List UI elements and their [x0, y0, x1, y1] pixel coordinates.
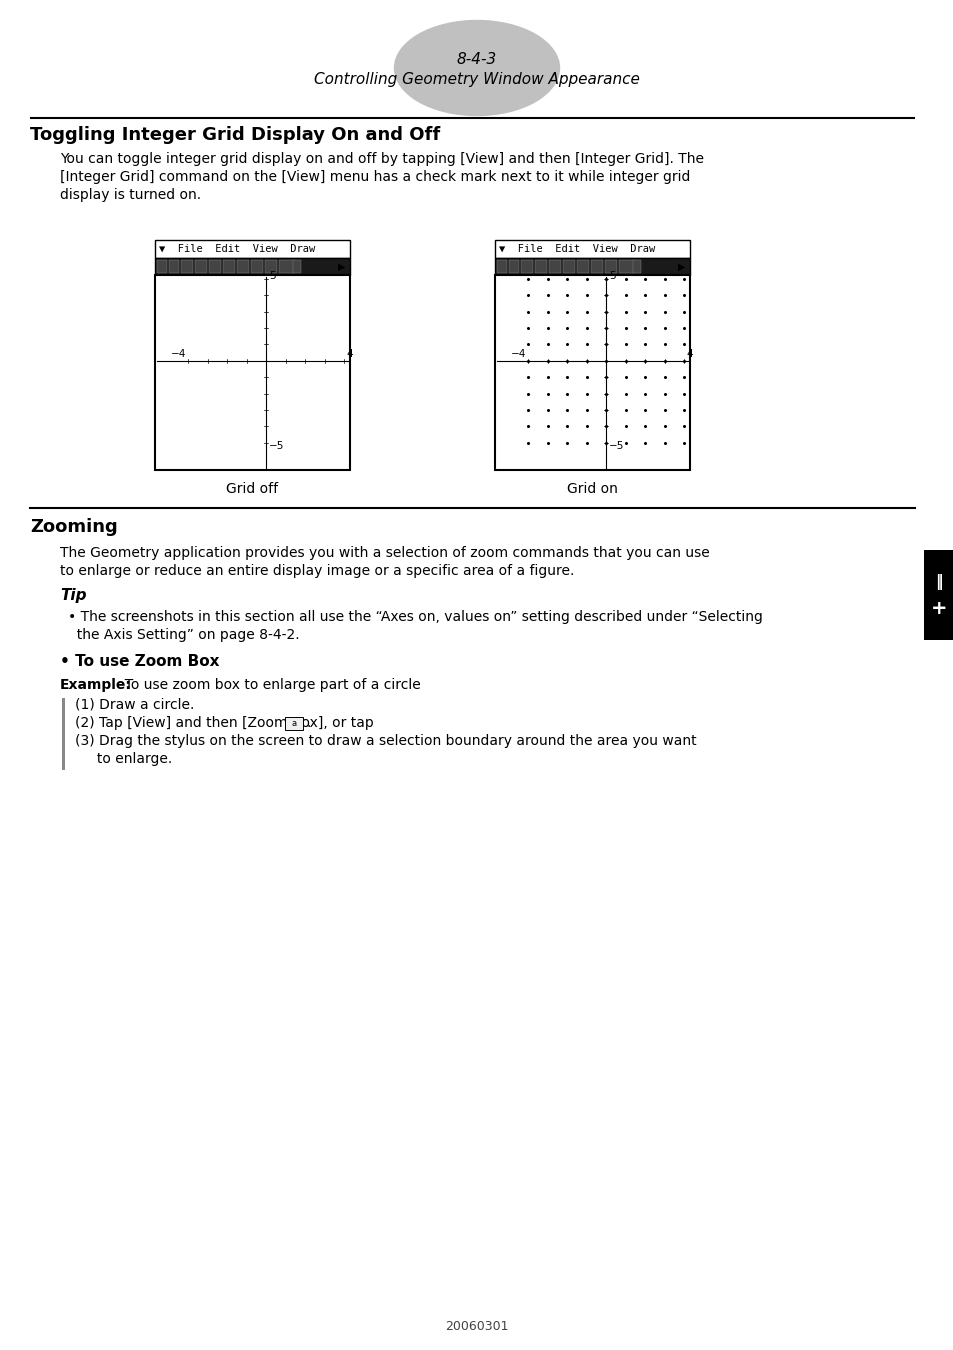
- Bar: [590, 261, 602, 273]
- Text: • To use Zoom Box: • To use Zoom Box: [60, 653, 219, 670]
- Text: to enlarge or reduce an entire display image or a specific area of a figure.: to enlarge or reduce an entire display i…: [60, 564, 574, 578]
- Text: 8-4-3: 8-4-3: [456, 53, 497, 68]
- Text: −5: −5: [609, 440, 624, 451]
- Text: (3) Drag the stylus on the screen to draw a selection boundary around the area y: (3) Drag the stylus on the screen to dra…: [75, 734, 696, 748]
- Text: (2) Tap [View] and then [Zoom Box], or tap: (2) Tap [View] and then [Zoom Box], or t…: [75, 716, 377, 730]
- Bar: [497, 261, 506, 273]
- Text: Controlling Geometry Window Appearance: Controlling Geometry Window Appearance: [314, 72, 639, 86]
- Bar: [278, 261, 294, 273]
- Bar: [265, 261, 276, 273]
- Text: Grid off: Grid off: [226, 482, 278, 495]
- Text: Tip: Tip: [60, 589, 87, 603]
- Bar: [154, 258, 350, 275]
- Text: .: .: [307, 716, 311, 730]
- Text: a: a: [291, 718, 296, 728]
- Bar: [548, 261, 560, 273]
- Bar: [236, 261, 249, 273]
- Bar: [495, 258, 689, 275]
- Bar: [495, 240, 689, 258]
- Text: the Axis Setting” on page 8-4-2.: the Axis Setting” on page 8-4-2.: [68, 628, 299, 643]
- Bar: [535, 261, 546, 273]
- Bar: [154, 240, 350, 258]
- Bar: [604, 261, 617, 273]
- Text: −4: −4: [510, 348, 526, 359]
- Bar: [577, 261, 588, 273]
- Text: ▶: ▶: [677, 262, 684, 271]
- Bar: [495, 275, 689, 470]
- Text: • The screenshots in this section all use the “Axes on, values on” setting descr: • The screenshots in this section all us…: [68, 610, 762, 624]
- Text: The Geometry application provides you with a selection of zoom commands that you: The Geometry application provides you wi…: [60, 545, 709, 560]
- Bar: [62, 698, 65, 770]
- Text: ▶: ▶: [337, 262, 345, 271]
- Text: 20060301: 20060301: [445, 1320, 508, 1332]
- Text: to enlarge.: to enlarge.: [75, 752, 172, 765]
- Text: 5: 5: [269, 271, 275, 281]
- Text: +: +: [930, 599, 946, 618]
- Bar: [181, 261, 193, 273]
- Text: [Integer Grid] command on the [View] menu has a check mark next to it while inte: [Integer Grid] command on the [View] men…: [60, 170, 690, 184]
- Text: 4: 4: [685, 348, 692, 359]
- Bar: [293, 261, 301, 273]
- Text: display is turned on.: display is turned on.: [60, 188, 201, 202]
- Text: Toggling Integer Grid Display On and Off: Toggling Integer Grid Display On and Off: [30, 126, 439, 144]
- Bar: [223, 261, 234, 273]
- Bar: [633, 261, 640, 273]
- Text: 5: 5: [609, 271, 615, 281]
- Text: ▼  File  Edit  View  Draw: ▼ File Edit View Draw: [159, 244, 314, 254]
- Bar: [923, 549, 953, 640]
- Bar: [618, 261, 635, 273]
- Bar: [194, 261, 207, 273]
- Text: To use zoom box to enlarge part of a circle: To use zoom box to enlarge part of a cir…: [116, 678, 420, 693]
- Bar: [169, 261, 179, 273]
- Text: ‖: ‖: [934, 574, 942, 590]
- Bar: [154, 275, 350, 470]
- Bar: [520, 261, 533, 273]
- Bar: [562, 261, 575, 273]
- Text: Grid on: Grid on: [566, 482, 618, 495]
- Ellipse shape: [395, 20, 558, 116]
- Text: You can toggle integer grid display on and off by tapping [View] and then [Integ: You can toggle integer grid display on a…: [60, 153, 703, 166]
- Bar: [209, 261, 221, 273]
- Text: Zooming: Zooming: [30, 518, 117, 536]
- Bar: [251, 261, 263, 273]
- Text: −4: −4: [171, 348, 186, 359]
- Text: −5: −5: [269, 440, 284, 451]
- Text: Example:: Example:: [60, 678, 132, 693]
- Bar: [509, 261, 518, 273]
- Text: 4: 4: [346, 348, 353, 359]
- Text: ▼  File  Edit  View  Draw: ▼ File Edit View Draw: [498, 244, 655, 254]
- Text: (1) Draw a circle.: (1) Draw a circle.: [75, 698, 194, 711]
- Bar: [157, 261, 167, 273]
- Bar: [285, 717, 303, 730]
